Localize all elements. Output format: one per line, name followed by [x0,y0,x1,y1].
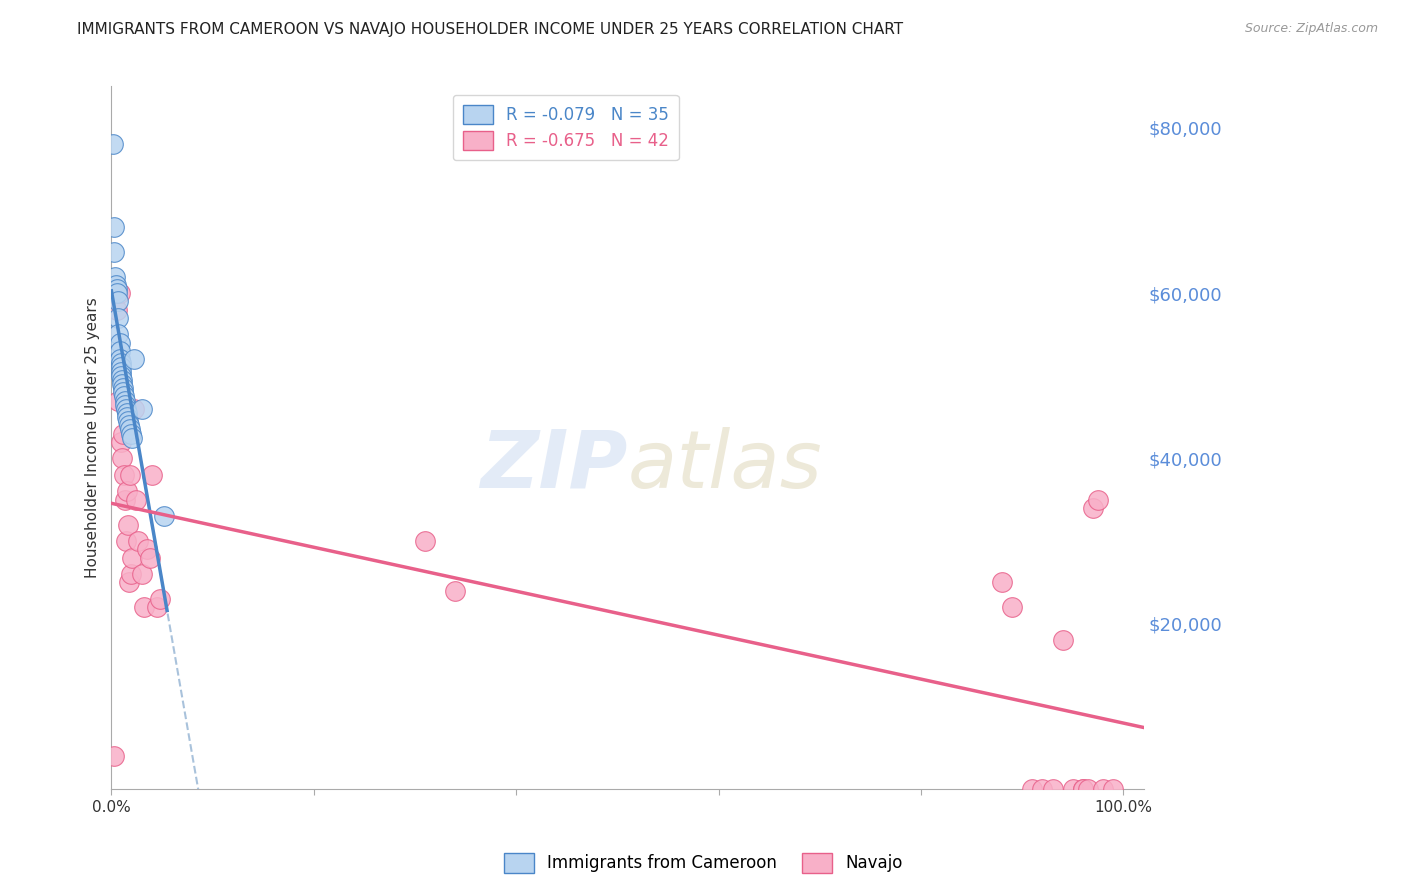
Point [112,467,135,482]
Text: Source: ZipAtlas.com: Source: ZipAtlas.com [1244,22,1378,36]
Point [103,219,125,234]
Point [105,277,128,292]
Point [1092,782,1115,797]
Point [1071,782,1094,797]
Point [104,269,127,284]
Point [114,393,136,408]
Point [114,401,136,416]
Point [103,244,125,259]
Point [103,137,125,152]
Point [117,414,139,428]
Point [118,422,141,436]
Point [118,467,141,482]
Point [1001,600,1024,615]
Point [132,600,155,615]
Point [117,418,139,433]
Point [413,534,436,549]
Point [141,467,163,482]
Y-axis label: Householder Income Under 25 years: Householder Income Under 25 years [86,297,100,578]
Point [444,583,467,598]
Text: atlas: atlas [627,427,823,505]
Point [121,431,143,445]
Point [114,492,136,507]
Point [115,410,138,425]
Point [108,335,131,350]
Point [108,352,131,367]
Point [1081,501,1104,516]
Point [139,550,162,565]
Point [107,282,129,296]
Point [107,327,129,342]
Point [114,534,136,549]
Point [146,600,169,615]
Text: IMMIGRANTS FROM CAMEROON VS NAVAJO HOUSEHOLDER INCOME UNDER 25 YEARS CORRELATION: IMMIGRANTS FROM CAMEROON VS NAVAJO HOUSE… [77,22,904,37]
Point [107,302,129,317]
Point [107,310,129,325]
Point [131,401,153,416]
Point [103,749,125,764]
Point [122,352,145,367]
Point [121,550,143,565]
Point [107,393,129,408]
Point [117,517,139,532]
Point [107,286,129,301]
Point [1062,782,1084,797]
Point [153,509,176,524]
Point [111,385,134,400]
Point [110,360,132,375]
Point [111,381,134,395]
Point [108,286,131,301]
Point [1077,782,1099,797]
Point [127,534,149,549]
Point [120,567,142,582]
Point [125,492,148,507]
Point [122,401,145,416]
Point [110,368,132,383]
Point [1021,782,1043,797]
Point [135,542,157,557]
Point [1071,782,1094,797]
Point [110,365,132,379]
Legend: Immigrants from Cameroon, Navajo: Immigrants from Cameroon, Navajo [496,847,910,880]
Point [112,389,135,403]
Point [1042,782,1064,797]
Point [110,377,132,392]
Point [1102,782,1125,797]
Point [107,294,129,309]
Point [110,356,132,370]
Legend: R = -0.079   N = 35, R = -0.675   N = 42: R = -0.079 N = 35, R = -0.675 N = 42 [453,95,679,160]
Text: ZIP: ZIP [481,427,627,505]
Point [117,575,139,590]
Point [108,343,131,358]
Point [110,451,132,466]
Point [110,434,132,449]
Point [1031,782,1053,797]
Point [115,484,138,499]
Point [131,567,153,582]
Point [1052,633,1074,648]
Point [111,426,134,441]
Point [114,398,136,412]
Point [149,592,172,607]
Point [991,575,1014,590]
Point [110,373,132,387]
Point [120,426,142,441]
Point [115,406,138,420]
Point [1087,492,1109,507]
